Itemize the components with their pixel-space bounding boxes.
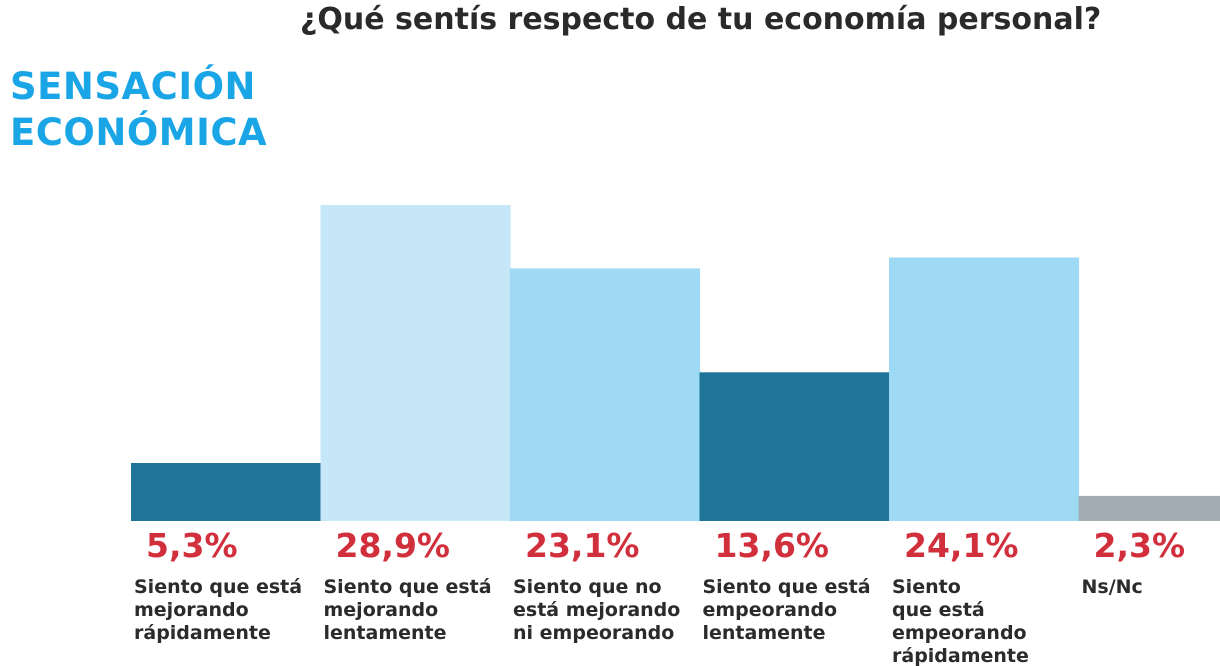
value-label-2: 28,9% [335,526,451,565]
category-label-3: Siento que no está mejorando ni empeoran… [513,576,681,644]
value-label-6: 2,3% [1093,526,1186,565]
category-label-2: Siento que está mejorando lentamente [323,576,492,644]
bar-1 [131,463,322,521]
value-label-4: 13,6% [714,526,830,565]
section-title-line-2: ECONÓMICA [10,111,268,154]
value-label-1: 5,3% [146,526,238,565]
bar-3 [510,268,701,521]
section-title-line-1: SENSACIÓN [10,65,257,108]
bar-4 [699,372,890,521]
section-title: SENSACIÓN ECONÓMICA [10,64,267,156]
category-label-1: Siento que está mejorando rápidamente [134,576,303,644]
value-label-3: 23,1% [525,526,640,565]
bar-5 [889,257,1080,521]
category-label-5: Siento que está empeorando rápidamente [892,576,1029,666]
bar-6 [1078,495,1220,521]
chart-question: ¿Qué sentís respecto de tu economía pers… [300,2,1102,37]
bar-2 [320,205,511,521]
category-label-4: Siento que está empeorando lentamente [702,576,871,644]
value-label-5: 24,1% [904,526,1019,565]
category-label-6: Ns/Nc [1081,576,1143,598]
